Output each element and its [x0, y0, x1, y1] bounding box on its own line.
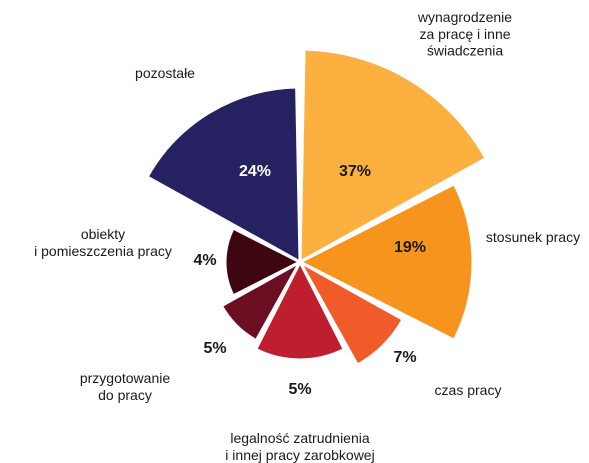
category-label-line: za pracę i inne [419, 26, 510, 42]
category-label-stosunek: stosunek pracy [486, 229, 580, 245]
category-label-obiekty: obiekty i pomieszczenia pracy [34, 226, 172, 259]
category-label-line: i pomieszczenia pracy [34, 243, 172, 259]
value-label-stosunek: 19% [394, 239, 426, 256]
category-label-przygotowanie: przygotowanie do pracy [80, 370, 170, 403]
value-label-pozostale: 24% [239, 163, 271, 180]
value-label-przygotowanie: 5% [203, 340, 226, 357]
value-label-wynagrodzenie: 37% [339, 163, 371, 180]
category-label-line: i innej pracy zarobkowej [225, 447, 374, 463]
category-label-wynagrodzenie: wynagrodzenie za pracę i inne świadczenia [417, 9, 512, 59]
wedge-czas [296, 258, 406, 368]
category-label-line: stosunek pracy [486, 229, 580, 245]
category-label-czas: czas pracy [435, 382, 502, 398]
category-label-legalnosc: legalność zatrudnienia i innej pracy zaro… [225, 430, 374, 463]
category-label-line: wynagrodzenie [417, 9, 512, 25]
category-label-line: legalność zatrudnienia [230, 430, 370, 446]
category-label-line: do pracy [98, 387, 152, 403]
category-label-line: przygotowanie [80, 370, 170, 386]
wedge-stosunek [296, 181, 475, 343]
category-label-pozostale: pozostałe [135, 65, 195, 81]
wedges-group [145, 47, 489, 368]
labels-group: 37% wynagrodzenie za pracę i inne świadczen… [34, 9, 580, 463]
value-label-legalnosc: 5% [288, 381, 311, 398]
wedge-pozostale [145, 85, 302, 265]
category-label-line: czas pracy [435, 382, 502, 398]
category-label-line: świadczenia [427, 43, 503, 59]
wedge-legalnosc [253, 258, 347, 362]
wedge-wynagrodzenie [298, 47, 489, 265]
wedge-obiekty [223, 226, 304, 298]
category-label-line: pozostałe [135, 65, 195, 81]
wedge-przygotowanie [219, 258, 304, 343]
category-label-line: obiekty [81, 226, 125, 242]
value-label-obiekty: 4% [193, 252, 216, 269]
value-label-czas: 7% [393, 349, 416, 366]
